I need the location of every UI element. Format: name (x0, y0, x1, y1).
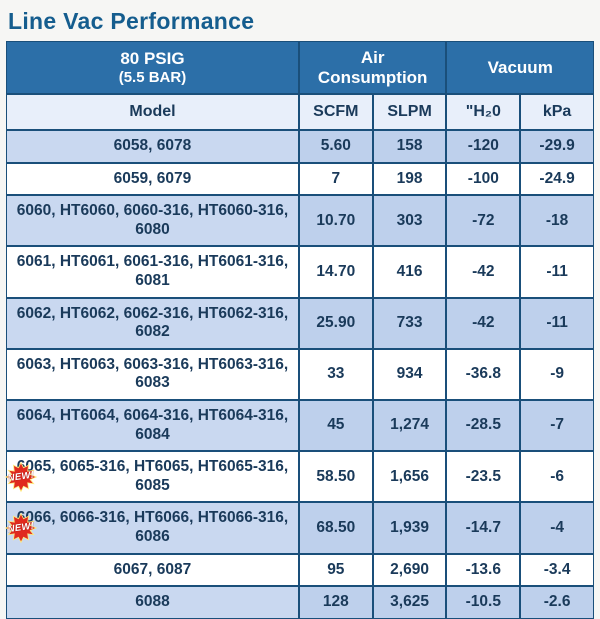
table-row: 6061, HT6061, 6061-316, HT6061-316, 6081… (6, 246, 594, 297)
cell-scfm: 5.60 (299, 130, 373, 163)
table-row: 6063, HT6063, 6063-316, HT6063-316, 6083… (6, 349, 594, 400)
col-slpm: SLPM (373, 94, 447, 130)
cell-h2o: -120 (446, 130, 520, 163)
cell-kpa: -9 (520, 349, 594, 400)
cell-slpm: 1,656 (373, 451, 447, 502)
performance-table: 80 PSIG (5.5 BAR) Air Consumption Vacuum… (6, 41, 594, 619)
cell-scfm: 45 (299, 400, 373, 451)
cell-scfm: 7 (299, 163, 373, 196)
cell-h2o: -10.5 (446, 586, 520, 619)
col-h2o: "H₂0 (446, 94, 520, 130)
cell-h2o: -42 (446, 298, 520, 349)
cell-model: 6066, 6066-316, HT6066, HT6066-316, 6086… (6, 502, 299, 553)
cell-h2o: -23.5 (446, 451, 520, 502)
table-row: 6065, 6065-316, HT6065, HT6065-316, 6085… (6, 451, 594, 502)
cell-slpm: 303 (373, 195, 447, 246)
cell-h2o: -72 (446, 195, 520, 246)
table-row: 6066, 6066-316, HT6066, HT6066-316, 6086… (6, 502, 594, 553)
cell-kpa: -7 (520, 400, 594, 451)
cell-scfm: 95 (299, 554, 373, 587)
cell-slpm: 733 (373, 298, 447, 349)
cell-slpm: 2,690 (373, 554, 447, 587)
cell-model: 6059, 6079 (6, 163, 299, 196)
cell-slpm: 158 (373, 130, 447, 163)
table-row: 6060, HT6060, 6060-316, HT6060-316, 6080… (6, 195, 594, 246)
col-model: Model (6, 94, 299, 130)
new-badge-text: NEW! (7, 521, 35, 536)
cell-scfm: 128 (299, 586, 373, 619)
new-badge-icon: NEW! (1, 461, 41, 493)
cell-model: 6063, HT6063, 6063-316, HT6063-316, 6083 (6, 349, 299, 400)
cell-scfm: 33 (299, 349, 373, 400)
cell-h2o: -36.8 (446, 349, 520, 400)
cell-model: 6062, HT6062, 6062-316, HT6062-316, 6082 (6, 298, 299, 349)
new-badge-text: NEW! (7, 469, 35, 484)
cell-slpm: 934 (373, 349, 447, 400)
cell-model: 6058, 6078 (6, 130, 299, 163)
cell-scfm: 58.50 (299, 451, 373, 502)
table-body: 6058, 60785.60158-120-29.96059, 60797198… (6, 130, 594, 619)
cell-kpa: -6 (520, 451, 594, 502)
cell-scfm: 14.70 (299, 246, 373, 297)
cell-slpm: 3,625 (373, 586, 447, 619)
cell-kpa: -11 (520, 246, 594, 297)
cell-slpm: 1,274 (373, 400, 447, 451)
col-scfm: SCFM (299, 94, 373, 130)
cell-kpa: -11 (520, 298, 594, 349)
cell-model: 6064, HT6064, 6064-316, HT6064-316, 6084 (6, 400, 299, 451)
cell-kpa: -3.4 (520, 554, 594, 587)
cell-model: 6060, HT6060, 6060-316, HT6060-316, 6080 (6, 195, 299, 246)
table-row: 6058, 60785.60158-120-29.9 (6, 130, 594, 163)
cell-kpa: -18 (520, 195, 594, 246)
cell-scfm: 10.70 (299, 195, 373, 246)
cell-h2o: -14.7 (446, 502, 520, 553)
cell-scfm: 68.50 (299, 502, 373, 553)
cell-scfm: 25.90 (299, 298, 373, 349)
cell-h2o: -42 (446, 246, 520, 297)
cell-model: 6065, 6065-316, HT6065, HT6065-316, 6085… (6, 451, 299, 502)
cell-kpa: -4 (520, 502, 594, 553)
header-row-groups: 80 PSIG (5.5 BAR) Air Consumption Vacuum (6, 41, 594, 94)
cell-kpa: -24.9 (520, 163, 594, 196)
cell-h2o: -13.6 (446, 554, 520, 587)
table-row: 6059, 60797198-100-24.9 (6, 163, 594, 196)
cell-kpa: -29.9 (520, 130, 594, 163)
col-kpa: kPa (520, 94, 594, 130)
cell-kpa: -2.6 (520, 586, 594, 619)
cell-slpm: 198 (373, 163, 447, 196)
header-model-line1: 80 PSIG (120, 49, 184, 68)
page-title: Line Vac Performance (6, 8, 594, 35)
header-model-line2: (5.5 BAR) (11, 69, 294, 86)
table-row: 6062, HT6062, 6062-316, HT6062-316, 6082… (6, 298, 594, 349)
cell-model: 6061, HT6061, 6061-316, HT6061-316, 6081 (6, 246, 299, 297)
cell-model: 6067, 6087 (6, 554, 299, 587)
table-row: 6064, HT6064, 6064-316, HT6064-316, 6084… (6, 400, 594, 451)
table-row: 60881283,625-10.5-2.6 (6, 586, 594, 619)
cell-model: 6088 (6, 586, 299, 619)
header-air-group: Air Consumption (299, 41, 447, 94)
cell-slpm: 1,939 (373, 502, 447, 553)
table-row: 6067, 6087952,690-13.6-3.4 (6, 554, 594, 587)
cell-slpm: 416 (373, 246, 447, 297)
header-row-labels: Model SCFM SLPM "H₂0 kPa (6, 94, 594, 130)
header-model-group: 80 PSIG (5.5 BAR) (6, 41, 299, 94)
new-badge-icon: NEW! (1, 512, 41, 544)
cell-h2o: -100 (446, 163, 520, 196)
cell-h2o: -28.5 (446, 400, 520, 451)
header-vacuum-group: Vacuum (446, 41, 594, 94)
